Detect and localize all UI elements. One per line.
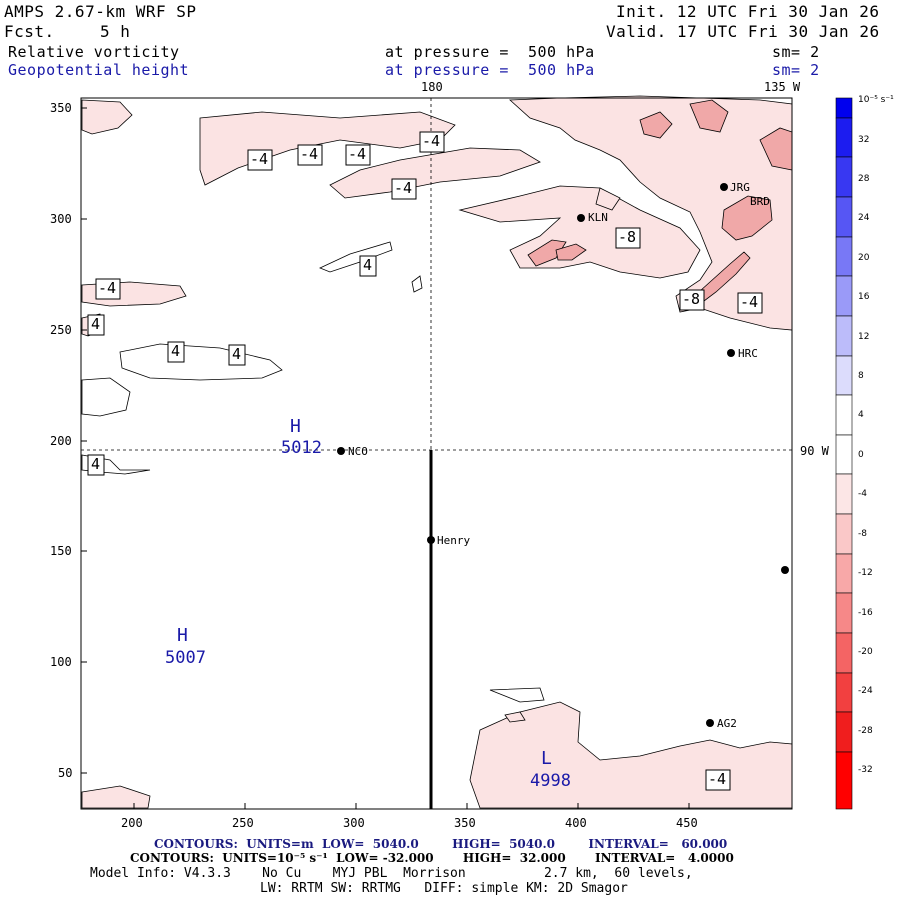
station-markers	[337, 183, 789, 727]
x-tick-label: 450	[676, 816, 698, 830]
x-tick-label: 350	[454, 816, 476, 830]
contour-label: -4	[422, 132, 441, 150]
footer-vorticity-contours: CONTOURS: UNITS=10⁻⁵ s⁻¹ LOW= -32.000 HI…	[130, 851, 734, 865]
positive-contours	[81, 241, 545, 703]
y-tick-label: 250	[50, 323, 72, 337]
contour-label: -4	[708, 770, 727, 788]
station-label-nco: NCO	[348, 445, 368, 458]
lon-label-135w: 135 W	[764, 80, 801, 94]
station-dot-jrg	[720, 183, 728, 191]
colorbar-tick: 0	[858, 450, 864, 460]
field1-smoothing: sm= 2	[772, 43, 820, 61]
x-tick-label: 300	[343, 816, 365, 830]
contour-label: -4	[394, 179, 413, 197]
station-dot-ag2	[706, 719, 714, 727]
colorbar-tick: 16	[858, 292, 870, 302]
colorbar-tick: -24	[858, 686, 873, 696]
station-dot-edge	[781, 566, 789, 574]
contour-label: 4	[232, 345, 242, 363]
field2-smoothing: sm= 2	[772, 61, 820, 79]
colorbar-tick: 24	[858, 213, 870, 223]
contour-label: 4	[91, 455, 101, 473]
high-center-value: 5012	[281, 438, 322, 458]
lon-label-90w: 90 W	[800, 444, 829, 458]
axis-ticks	[81, 107, 690, 809]
footer-model-info: Model Info: V4.3.3 No Cu MYJ PBL Morriso…	[90, 866, 693, 881]
colorbar-tick: -20	[858, 647, 873, 657]
colorbar-tick: -8	[858, 529, 867, 539]
y-tick-label: 150	[50, 544, 72, 558]
station-label-henry: Henry	[437, 534, 471, 547]
high-center-value: 5007	[165, 648, 206, 668]
station-dot-nco	[337, 447, 345, 455]
colorbar-tick: -28	[858, 726, 873, 736]
contour-label: -4	[300, 145, 319, 163]
high-center-letter: H	[290, 416, 301, 437]
station-dot-kln	[577, 214, 585, 222]
colorbar-tick: 8	[858, 371, 864, 381]
vorticity-shading	[81, 95, 793, 809]
y-tick-label: 50	[58, 766, 73, 780]
field2-name: Geopotential height	[8, 61, 190, 79]
low-center-letter: L	[541, 748, 552, 769]
contour-label: -4	[740, 293, 759, 311]
y-tick-label: 300	[50, 212, 72, 226]
y-tick-label: 200	[50, 434, 72, 448]
station-label-brd: BRD	[750, 195, 770, 208]
station-label-ag2: AG2	[717, 717, 737, 730]
contour-label: 4	[171, 342, 181, 360]
valid-time: Valid. 17 UTC Fri 30 Jan 26	[606, 22, 880, 41]
contour-label-boxes	[87, 131, 763, 791]
low-center-value: 4998	[530, 771, 571, 791]
y-tick-label: 350	[50, 101, 72, 115]
init-time: Init. 12 UTC Fri 30 Jan 26	[616, 2, 880, 21]
field1-level: at pressure = 500 hPa	[385, 43, 595, 61]
colorbar-tick: 28	[858, 174, 870, 184]
colorbar-tick: -16	[858, 608, 873, 618]
colorbar-unit: 10⁻⁵ s⁻¹	[858, 95, 894, 105]
field1-name: Relative vorticity	[8, 43, 180, 61]
x-tick-label: 400	[565, 816, 587, 830]
vorticity-cores	[527, 99, 793, 305]
field2-level: at pressure = 500 hPa	[385, 61, 595, 79]
colorbar-tick: -32	[858, 765, 873, 775]
station-dot-henry	[427, 536, 435, 544]
station-label-kln: KLN	[588, 211, 608, 224]
colorbar-tick: 12	[858, 332, 870, 342]
high-center-letter: H	[177, 625, 188, 646]
colorbar-tick: 20	[858, 253, 870, 263]
contour-label: -8	[618, 228, 637, 246]
lon-label-180: 180	[421, 80, 443, 94]
footer-height-contours: CONTOURS: UNITS=m LOW= 5040.0 HIGH= 5040…	[154, 837, 728, 851]
station-label-jrg: JRG	[730, 181, 750, 194]
contour-label: -4	[250, 150, 269, 168]
forecast-value: 5 h	[100, 22, 131, 41]
station-dot-hrc	[727, 349, 735, 357]
y-tick-label: 100	[50, 655, 72, 669]
colorbar	[835, 97, 853, 810]
contour-label: -4	[348, 145, 367, 163]
forecast-label: Fcst.	[4, 22, 55, 41]
colorbar-tick: 32	[858, 135, 870, 145]
footer-physics-info: LW: RRTM SW: RRTMG DIFF: simple KM: 2D S…	[260, 881, 628, 896]
x-tick-label: 200	[121, 816, 143, 830]
contour-label: 4	[363, 256, 373, 274]
plot-frame	[80, 97, 793, 810]
contour-label: -8	[682, 290, 701, 308]
x-tick-label: 250	[232, 816, 254, 830]
colorbar-tick: 4	[858, 410, 864, 420]
station-label-hrc: HRC	[738, 347, 758, 360]
model-title: AMPS 2.67-km WRF SP	[4, 2, 197, 21]
contour-label: -4	[98, 279, 117, 297]
colorbar-tick: -4	[858, 489, 867, 499]
colorbar-tick: -12	[858, 568, 873, 578]
contour-label: 4	[91, 315, 101, 333]
